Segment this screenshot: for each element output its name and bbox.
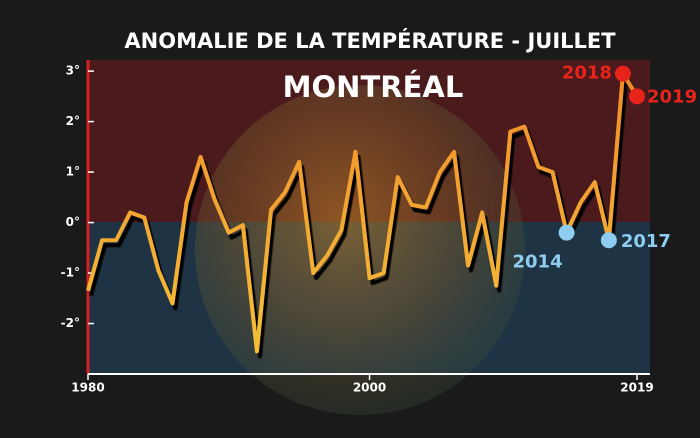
chart-title: ANOMALIE DE LA TEMPÉRATURE - JUILLET <box>124 28 616 53</box>
x-tick-label: 2019 <box>620 381 653 395</box>
y-tick-label: 2° <box>66 114 80 128</box>
y-tick-label: 0° <box>66 215 80 229</box>
chart-subtitle: MONTRÉAL <box>283 70 464 104</box>
highlight-dot <box>600 232 617 249</box>
x-tick-label: 1980 <box>71 381 104 395</box>
line <box>86 71 639 354</box>
highlight-dot <box>614 65 631 82</box>
y-tick-label: -2° <box>61 316 80 330</box>
highlight-label: 2019 <box>647 86 697 107</box>
y-tick-label: 3° <box>66 64 80 78</box>
highlight-label: 2014 <box>513 252 563 273</box>
y-tick-label: -1° <box>61 266 80 280</box>
y-tick-label: 1° <box>66 165 80 179</box>
highlight-dot <box>629 88 645 105</box>
highlight-dot <box>558 224 575 241</box>
highlight-label: 2018 <box>562 63 612 84</box>
x-tick-label: 2000 <box>353 381 386 395</box>
highlight-label: 2017 <box>621 231 671 252</box>
